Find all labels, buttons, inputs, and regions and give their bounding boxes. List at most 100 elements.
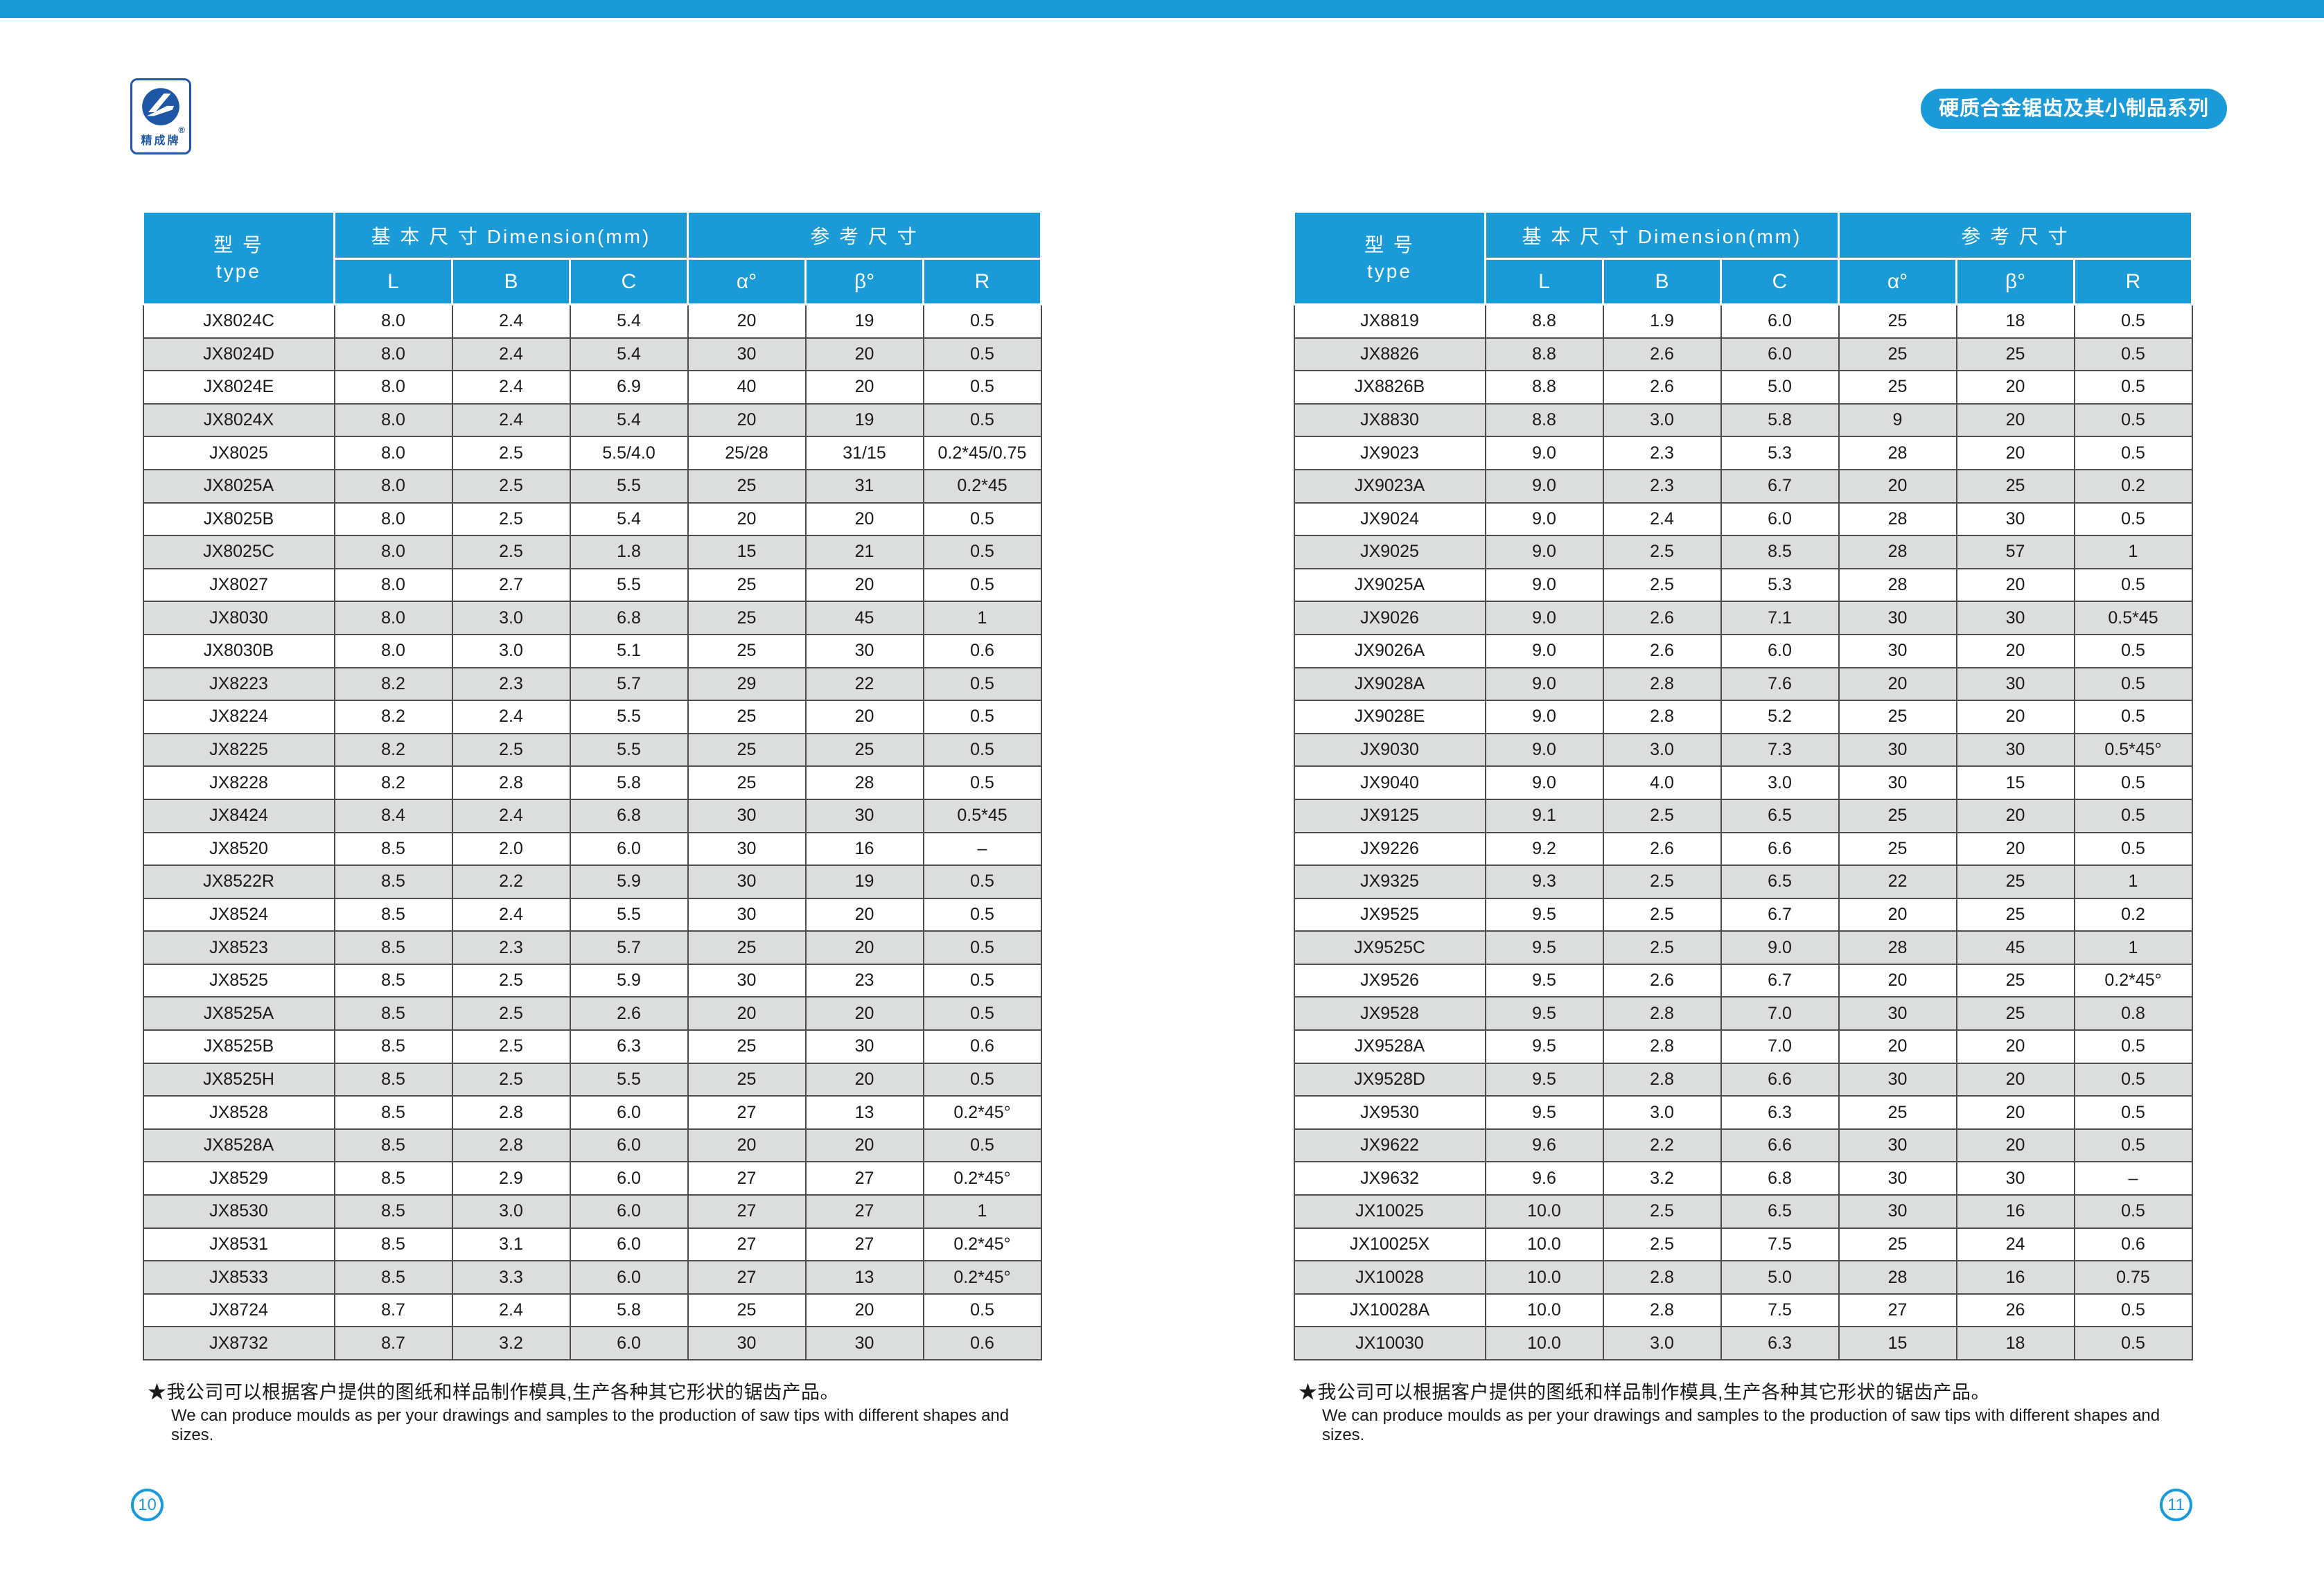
cell-value: 0.5 <box>922 963 1042 998</box>
cell-value: 0.5 <box>2073 1194 2193 1229</box>
cell-value: 2.5 <box>451 468 571 504</box>
cell-type: JX8732 <box>142 1326 335 1360</box>
table-row: JX8830 8.8 3.0 5.8 9 20 0.5 <box>1293 402 2193 438</box>
cell-value: 2.6 <box>1602 370 1722 405</box>
table-row: JX8528A 8.5 2.8 6.0 20 20 0.5 <box>142 1128 1042 1163</box>
cell-value: 6.0 <box>569 1161 689 1196</box>
cell-value: 0.2*45° <box>922 1095 1042 1130</box>
footnote-cn: ★我公司可以根据客户提供的图纸和样品制作模具,生产各种其它形状的锯齿产品。 <box>148 1382 839 1403</box>
cell-value: 30 <box>1838 1062 1957 1097</box>
cell-value: – <box>2073 1161 2193 1196</box>
cell-type: JX9622 <box>1293 1128 1486 1163</box>
cell-value: 9.5 <box>1484 963 1604 998</box>
cell-value: 16 <box>804 831 924 867</box>
cell-value: 27 <box>687 1194 807 1229</box>
cell-value: 5.9 <box>569 865 689 899</box>
cell-type: JX8525B <box>142 1029 335 1064</box>
cell-value: 5.4 <box>569 337 689 372</box>
cell-value: 0.5 <box>2073 1095 2193 1130</box>
cell-value: 2.5 <box>451 963 571 998</box>
cell-value: 30 <box>804 1029 924 1064</box>
cell-value: 30 <box>1838 601 1957 635</box>
cell-value: 8.8 <box>1484 402 1604 438</box>
cell-type: JX8525 <box>142 963 335 998</box>
cell-value: 25 <box>1838 370 1957 405</box>
cell-value: 8.2 <box>333 666 453 702</box>
series-badge: 硬质合金锯齿及其小制品系列 <box>1920 89 2227 129</box>
cell-value: 8.0 <box>333 303 453 339</box>
cell-value: 6.8 <box>569 601 689 635</box>
cell-value: 2.6 <box>1602 831 1722 867</box>
cell-value: 2.5 <box>451 535 571 569</box>
cell-type: JX8525H <box>142 1062 335 1097</box>
cell-type: JX8826B <box>1293 370 1486 405</box>
cell-value: 25 <box>1955 996 2075 1031</box>
cell-value: 2.6 <box>1602 633 1722 668</box>
cell-value: 6.0 <box>569 831 689 867</box>
cell-type: JX9026A <box>1293 633 1486 668</box>
cell-value: 20 <box>1955 831 2075 867</box>
cell-value: 20 <box>1955 370 2075 405</box>
table-row: JX9026 9.0 2.6 7.1 30 30 0.5*45 <box>1293 601 2193 635</box>
cell-value: 8.5 <box>333 1227 453 1262</box>
cell-value: 30 <box>1838 732 1957 768</box>
cell-type: JX8522R <box>142 865 335 899</box>
cell-value: 27 <box>687 1260 807 1295</box>
cell-value: 0.5 <box>922 535 1042 569</box>
cell-value: 2.8 <box>1602 700 1722 734</box>
cell-value: 2.5 <box>1602 1227 1722 1262</box>
col-header-B: B <box>451 258 571 305</box>
spec-table-body: JX8819 8.8 1.9 6.0 25 18 0.5 JX8826 8.8 2.6 6.0 25 2… <box>1293 303 2193 1360</box>
cell-value: 1 <box>2073 865 2193 899</box>
table-row: JX9528D 9.5 2.8 6.6 30 20 0.5 <box>1293 1062 2193 1097</box>
cell-type: JX9525C <box>1293 930 1486 965</box>
cell-type: JX9525 <box>1293 897 1486 932</box>
cell-value: 27 <box>804 1194 924 1229</box>
cell-value: 20 <box>1955 633 2075 668</box>
cell-value: 27 <box>687 1227 807 1262</box>
cell-value: 0.5 <box>2073 502 2193 537</box>
col-header-type-cn: 型 号 <box>213 233 264 256</box>
cell-value: 0.5 <box>2073 402 2193 438</box>
cell-value: 20 <box>804 1062 924 1097</box>
cell-value: 6.9 <box>569 370 689 405</box>
table-row: JX8030 8.0 3.0 6.8 25 45 1 <box>142 601 1042 635</box>
cell-value: 6.0 <box>569 1227 689 1262</box>
table-row: JX8030B 8.0 3.0 5.1 25 30 0.6 <box>142 633 1042 668</box>
table-row: JX9528 9.5 2.8 7.0 30 25 0.8 <box>1293 996 2193 1031</box>
table-row: JX9026A 9.0 2.6 6.0 30 20 0.5 <box>1293 633 2193 668</box>
cell-type: JX8024C <box>142 303 335 339</box>
cell-value: 25 <box>1838 831 1957 867</box>
cell-value: 0.5 <box>2073 436 2193 470</box>
cell-value: 0.5 <box>922 1062 1042 1097</box>
cell-value: 0.5 <box>2073 700 2193 734</box>
cell-value: 2.4 <box>451 370 571 405</box>
cell-value: 6.6 <box>1720 1128 1840 1163</box>
cell-value: 8.8 <box>1484 370 1604 405</box>
table-row: JX10025X 10.0 2.5 7.5 25 24 0.6 <box>1293 1227 2193 1262</box>
cell-value: 45 <box>1955 930 2075 965</box>
col-header-type: 型 号 type <box>142 213 335 305</box>
cell-value: 6.0 <box>1720 502 1840 537</box>
cell-value: 8.7 <box>333 1326 453 1360</box>
cell-value: 5.1 <box>569 633 689 668</box>
col-header-type-en: type <box>1367 260 1412 282</box>
cell-value: 30 <box>804 633 924 668</box>
cell-value: 15 <box>687 535 807 569</box>
cell-value: 2.4 <box>451 897 571 932</box>
cell-value: 3.1 <box>451 1227 571 1262</box>
cell-value: 20 <box>1955 567 2075 603</box>
cell-value: 8.0 <box>333 337 453 372</box>
cell-value: 25 <box>687 1062 807 1097</box>
table-row: JX8228 8.2 2.8 5.8 25 28 0.5 <box>142 765 1042 800</box>
cell-value: 3.0 <box>451 601 571 635</box>
cell-value: 0.2*45° <box>922 1227 1042 1262</box>
logo-brand-text: 精成牌 <box>141 135 181 147</box>
spec-table-left: 型 号 type 基 本 尺 寸 Dimension(mm) 参 考 尺 寸 L… <box>142 213 1042 1360</box>
cell-type: JX8024X <box>142 402 335 438</box>
cell-value: 16 <box>1955 1194 2075 1229</box>
cell-value: 9.0 <box>1484 468 1604 504</box>
cell-value: 20 <box>1955 436 2075 470</box>
cell-value: 5.7 <box>569 666 689 702</box>
table-row: JX8531 8.5 3.1 6.0 27 27 0.2*45° <box>142 1227 1042 1262</box>
